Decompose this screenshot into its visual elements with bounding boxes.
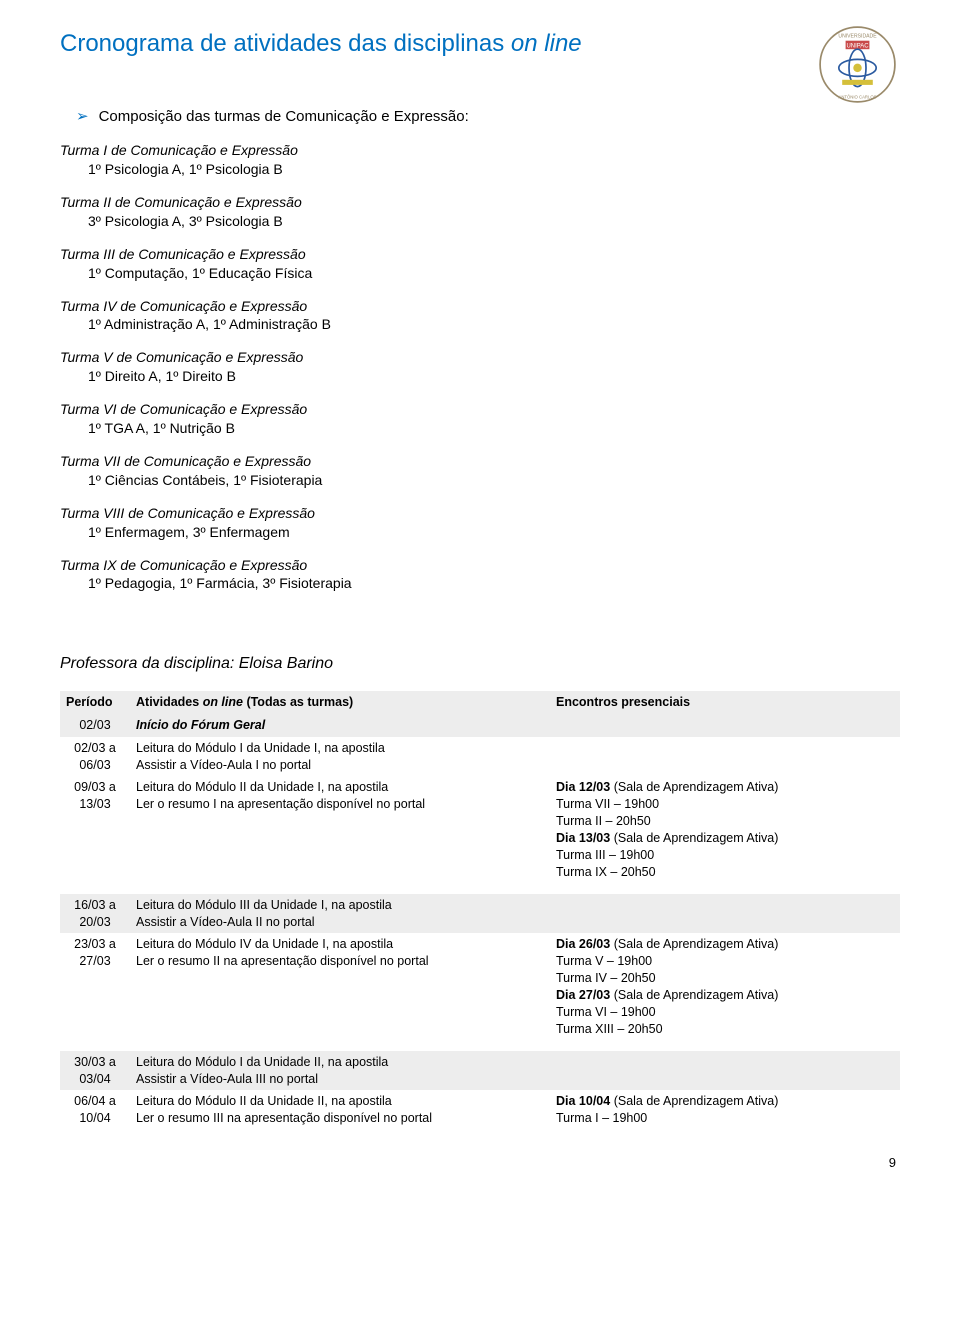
spacer-cell (60, 884, 900, 894)
header-row: Cronograma de atividades das disciplinas… (60, 28, 900, 107)
group-title: Turma V de Comunicação e Expressão (60, 348, 900, 367)
group-item: Turma V de Comunicação e Expressão1º Dir… (60, 348, 900, 386)
university-logo: UNIVERSIDADE UNIPAC ANTÔNIO CARLOS (815, 22, 900, 107)
group-title: Turma VI de Comunicação e Expressão (60, 400, 900, 419)
spacer-cell (60, 1041, 900, 1051)
table-row: 02/03Início do Fórum Geral (60, 714, 900, 737)
group-detail: 3º Psicologia A, 3º Psicologia B (60, 212, 900, 231)
table-row: 09/03 a 13/03Leitura do Módulo II da Uni… (60, 776, 900, 883)
group-item: Turma I de Comunicação e Expressão1º Psi… (60, 141, 900, 179)
group-item: Turma IV de Comunicação e Expressão1º Ad… (60, 297, 900, 335)
title-main: Cronograma de atividades das disciplinas (60, 30, 511, 57)
group-item: Turma VI de Comunicação e Expressão1º TG… (60, 400, 900, 438)
cell-atividades: Leitura do Módulo II da Unidade I, na ap… (130, 776, 550, 883)
group-item: Turma III de Comunicação e Expressão1º C… (60, 245, 900, 283)
cell-periodo: 23/03 a 27/03 (60, 933, 130, 1040)
group-detail: 1º Psicologia A, 1º Psicologia B (60, 160, 900, 179)
group-detail: 1º Pedagogia, 1º Farmácia, 3º Fisioterap… (60, 574, 900, 593)
groups-list: Turma I de Comunicação e Expressão1º Psi… (60, 141, 900, 593)
table-row: 06/04 a 10/04Leitura do Módulo II da Uni… (60, 1090, 900, 1130)
group-detail: 1º Administração A, 1º Administração B (60, 315, 900, 334)
group-item: Turma IX de Comunicação e Expressão1º Pe… (60, 556, 900, 594)
cell-encontros (550, 714, 900, 737)
cell-periodo: 16/03 a 20/03 (60, 894, 130, 934)
group-title: Turma IX de Comunicação e Expressão (60, 556, 900, 575)
cell-periodo: 30/03 a 03/04 (60, 1051, 130, 1091)
professor-line: Professora da disciplina: Eloisa Barino (60, 653, 900, 675)
cell-periodo: 06/04 a 10/04 (60, 1090, 130, 1130)
cell-atividades: Leitura do Módulo III da Unidade I, na a… (130, 894, 550, 934)
schedule-table: Período Atividades on line (Todas as tur… (60, 691, 900, 1130)
table-row: 23/03 a 27/03Leitura do Módulo IV da Uni… (60, 933, 900, 1040)
cell-atividades: Leitura do Módulo I da Unidade I, na apo… (130, 737, 550, 777)
group-detail: 1º Enfermagem, 3º Enfermagem (60, 523, 900, 542)
table-header-row: Período Atividades on line (Todas as tur… (60, 691, 900, 714)
svg-text:ANTÔNIO CARLOS: ANTÔNIO CARLOS (838, 95, 876, 100)
table-row: 30/03 a 03/04Leitura do Módulo I da Unid… (60, 1051, 900, 1091)
cell-periodo: 02/03 a 06/03 (60, 737, 130, 777)
cell-periodo: 09/03 a 13/03 (60, 776, 130, 883)
table-row: 02/03 a 06/03Leitura do Módulo I da Unid… (60, 737, 900, 777)
group-item: Turma II de Comunicação e Expressão3º Ps… (60, 193, 900, 231)
table-row: 16/03 a 20/03Leitura do Módulo III da Un… (60, 894, 900, 934)
group-item: Turma VII de Comunicação e Expressão1º C… (60, 452, 900, 490)
group-item: Turma VIII de Comunicação e Expressão1º … (60, 504, 900, 542)
col-periodo: Período (60, 691, 130, 714)
cell-encontros (550, 737, 900, 777)
cell-encontros: Dia 26/03 (Sala de Aprendizagem Ativa)Tu… (550, 933, 900, 1040)
cell-atividades: Início do Fórum Geral (130, 714, 550, 737)
group-title: Turma VII de Comunicação e Expressão (60, 452, 900, 471)
page-title: Cronograma de atividades das disciplinas… (60, 28, 582, 60)
group-detail: 1º Direito A, 1º Direito B (60, 367, 900, 386)
chevron-right-icon: ➢ (76, 107, 89, 127)
title-italic: on line (511, 30, 582, 57)
group-title: Turma III de Comunicação e Expressão (60, 245, 900, 264)
svg-text:UNIVERSIDADE: UNIVERSIDADE (838, 33, 877, 39)
group-detail: 1º Computação, 1º Educação Física (60, 264, 900, 283)
cell-encontros: Dia 10/04 (Sala de Aprendizagem Ativa)Tu… (550, 1090, 900, 1130)
cell-atividades: Leitura do Módulo IV da Unidade I, na ap… (130, 933, 550, 1040)
cell-atividades: Leitura do Módulo II da Unidade II, na a… (130, 1090, 550, 1130)
cell-encontros (550, 894, 900, 934)
section-heading-line: ➢ Composição das turmas de Comunicação e… (76, 107, 900, 127)
group-title: Turma I de Comunicação e Expressão (60, 141, 900, 160)
group-detail: 1º TGA A, 1º Nutrição B (60, 419, 900, 438)
table-row (60, 1041, 900, 1051)
header-atividades-text: Atividades on line (Todas as turmas) (136, 695, 353, 709)
col-atividades: Atividades on line (Todas as turmas) (130, 691, 550, 714)
cell-encontros (550, 1051, 900, 1091)
cell-encontros: Dia 12/03 (Sala de Aprendizagem Ativa)Tu… (550, 776, 900, 883)
col-encontros: Encontros presenciais (550, 691, 900, 714)
table-body: 02/03Início do Fórum Geral02/03 a 06/03L… (60, 714, 900, 1130)
cell-periodo: 02/03 (60, 714, 130, 737)
group-detail: 1º Ciências Contábeis, 1º Fisioterapia (60, 471, 900, 490)
page-number: 9 (60, 1154, 900, 1172)
table-row (60, 884, 900, 894)
group-title: Turma II de Comunicação e Expressão (60, 193, 900, 212)
section-heading: Composição das turmas de Comunicação e E… (99, 107, 469, 127)
group-title: Turma VIII de Comunicação e Expressão (60, 504, 900, 523)
cell-atividades: Leitura do Módulo I da Unidade II, na ap… (130, 1051, 550, 1091)
group-title: Turma IV de Comunicação e Expressão (60, 297, 900, 316)
